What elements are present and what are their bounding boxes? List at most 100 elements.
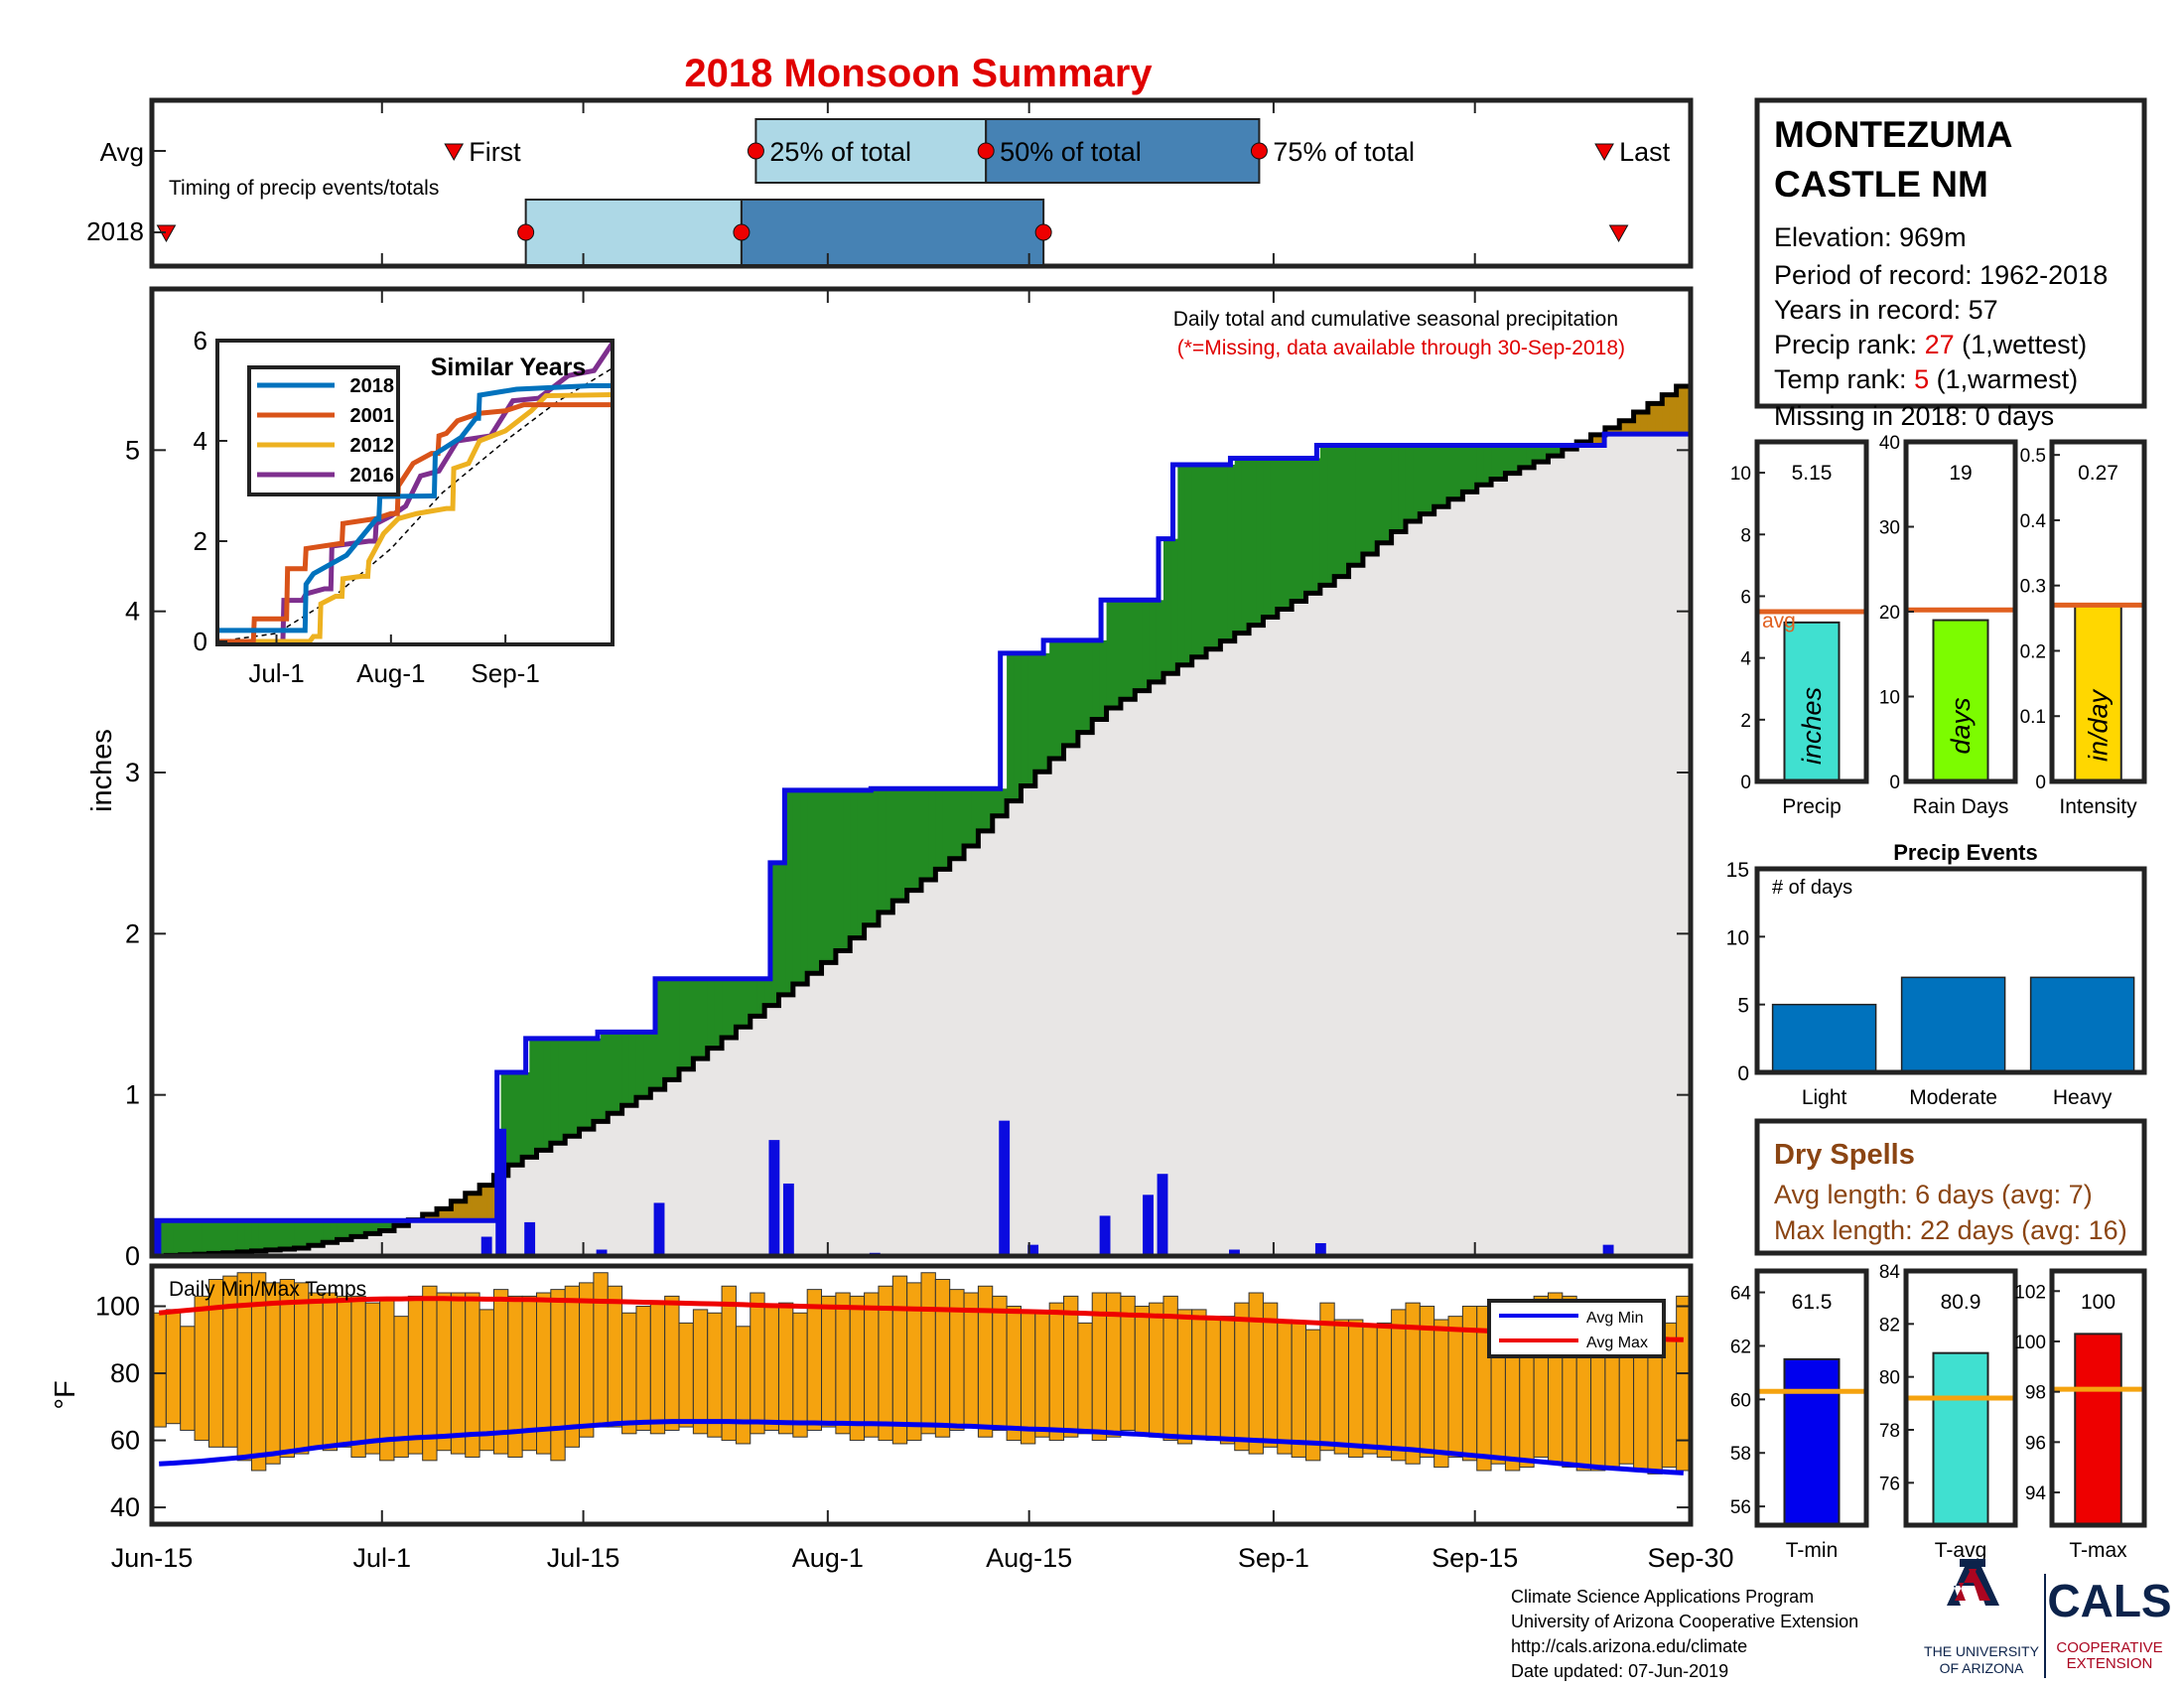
temp-range-bar-57 [963, 1292, 979, 1428]
precip-rank-label: Precip rank: [1774, 330, 1925, 359]
inset-xtick-label-0: Jul-1 [248, 658, 304, 688]
precip-events-panel: Precip Events Light Moderate Heavy 0 5 10 15 #… [1726, 840, 2147, 1109]
precip-rank-suffix: (1,wettest) [1955, 330, 2088, 359]
above-average-area [1142, 600, 1151, 691]
above-average-area [1498, 445, 1507, 480]
temp-range-bar-70 [1149, 1302, 1164, 1438]
below-average-area [465, 1193, 474, 1221]
precip-rank-value: 27 [1925, 330, 1955, 359]
above-average-area [330, 1220, 339, 1243]
above-average-area [807, 789, 815, 974]
season-label-0: Precip [1782, 795, 1842, 818]
above-average-area [323, 1220, 331, 1243]
above-average-area [1128, 600, 1136, 700]
inset-series-line-2018 [217, 382, 613, 633]
above-average-area [1440, 445, 1449, 507]
temp-range-bar-5 [222, 1275, 238, 1448]
temp-range-bar-64 [1063, 1295, 1079, 1438]
tstat-ytick-label-2-4: 102 [2014, 1282, 2046, 1303]
temp-range-bar-1 [165, 1309, 182, 1425]
above-average-area [764, 978, 772, 1006]
above-average-area [707, 978, 716, 1049]
above-average-area [1448, 445, 1456, 499]
above-average-area [365, 1220, 374, 1234]
events-category-0: Light [1802, 1086, 1847, 1109]
precip-panel: 0 1 2 3 4 5 Daily total and cumulative season… [86, 286, 1694, 1271]
footer-line3: http://cals.arizona.edu/climate [1511, 1636, 1747, 1656]
above-average-area [1327, 445, 1335, 586]
tstat-frame-1 [1903, 1268, 2018, 1528]
temp-range-bar-79 [1277, 1319, 1293, 1455]
temp-range-bar-37 [678, 1322, 694, 1428]
above-average-area [215, 1220, 224, 1254]
above-average-area [1277, 458, 1286, 610]
above-average-area [1113, 600, 1122, 708]
season-unit-2: in/day [2084, 688, 2114, 762]
temp-range-bar-29 [564, 1285, 581, 1448]
season-ytick-label-1-0: 0 [1889, 773, 1900, 793]
above-average-area [1469, 445, 1478, 492]
below-average-area [1619, 420, 1628, 435]
season-value-0: 5.15 [1792, 462, 1833, 485]
above-average-area [237, 1220, 245, 1252]
inset-ytick-label-0: 0 [194, 627, 207, 656]
precip-ytick-label-5: 5 [125, 435, 140, 465]
events-ytick-label-0: 0 [1737, 1062, 1749, 1085]
above-average-area [878, 788, 887, 913]
season-bar-0 [1783, 621, 1841, 783]
events-ytick-label-1: 5 [1737, 995, 1749, 1018]
above-average-area [343, 1220, 352, 1240]
temps-legend [1487, 1299, 1666, 1358]
above-average-area [1319, 445, 1328, 586]
temp-range-bar-21 [450, 1292, 467, 1455]
above-average-area [1249, 458, 1257, 626]
temp-range-bar-45 [792, 1312, 808, 1438]
temp-range-bar-32 [607, 1285, 623, 1428]
above-average-area [1334, 445, 1342, 577]
temps-panel: 40 60 80 100 Daily Min/Max Temps °F Avg Min… [50, 1263, 1694, 1527]
date-label-1: Jul-1 [353, 1543, 412, 1573]
above-average-area [579, 1038, 588, 1130]
tstat-label-2: T-max [2069, 1539, 2127, 1562]
above-average-area [565, 1038, 573, 1137]
below-average-area [1612, 427, 1620, 435]
above-average-area [608, 1032, 616, 1114]
above-average-area [1120, 600, 1129, 700]
temp-range-bar-65 [1077, 1322, 1093, 1435]
above-average-area [1534, 445, 1542, 463]
above-average-area [835, 789, 844, 951]
tstat-value-2: 100 [2081, 1291, 2116, 1314]
dry-spells-avg-length: Avg length: 6 days (avg: 7) [1774, 1180, 2093, 1209]
timing-panel: Avg 2018 Timing of precip events/totals … [86, 97, 1694, 269]
above-average-area [614, 1032, 623, 1114]
timing-label-first: First [469, 137, 521, 167]
season-value-2: 0.27 [2078, 462, 2118, 485]
above-average-area [244, 1220, 253, 1252]
above-average-area [1312, 458, 1321, 594]
temp-range-bar-10 [294, 1282, 310, 1455]
cals-coop1: COOPERATIVE [2056, 1639, 2162, 1656]
daily-precip-bar-14 [1229, 1249, 1240, 1256]
above-average-area [635, 1032, 644, 1098]
tstat-label-1: T-avg [1935, 1539, 1987, 1562]
tstat-ytick-label-1-0: 76 [1879, 1474, 1900, 1494]
above-average-area [671, 978, 680, 1080]
above-average-area [800, 789, 808, 985]
inset-ytick-label-1: 2 [194, 526, 207, 556]
daily-precip-bar-15 [1314, 1243, 1326, 1256]
precip-ytick-label-0: 0 [125, 1241, 140, 1271]
station-elevation: Elevation: 969m [1774, 222, 1967, 252]
timing-p25-marker-2018 [517, 223, 535, 241]
cals-wordmark: CALS [2047, 1575, 2171, 1626]
temp-range-bar-9 [279, 1279, 296, 1458]
events-bar-1 [1900, 976, 2006, 1073]
below-average-area [422, 1213, 431, 1221]
season-frame-0 [1754, 439, 1869, 784]
above-average-area [159, 1220, 167, 1256]
below-average-area [1633, 412, 1642, 435]
footer-line2: University of Arizona Cooperative Extens… [1511, 1612, 1858, 1631]
timing-first-marker-avg [444, 143, 465, 162]
timing-box-25-50-avg [754, 118, 988, 184]
cumulative-2018-line [152, 431, 1691, 1223]
precip-ytick-label-1: 1 [125, 1080, 140, 1110]
